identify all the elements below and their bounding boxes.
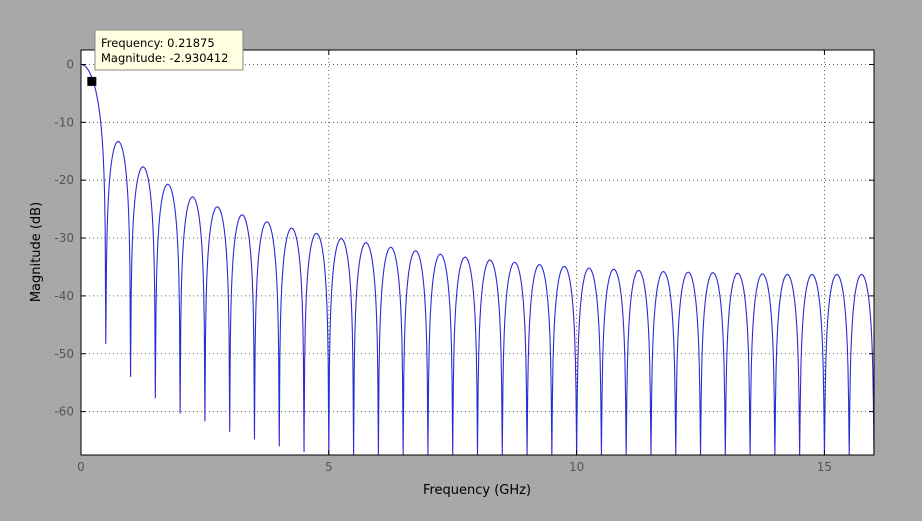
y-axis-label: Magnitude (dB) xyxy=(29,202,44,302)
datatip-marker[interactable] xyxy=(87,76,97,86)
y-tick-label: -30 xyxy=(54,231,74,245)
y-tick-label: 0 xyxy=(66,57,74,71)
y-tick-label: -60 xyxy=(54,405,74,419)
tick-marks xyxy=(80,50,874,455)
x-tick-label: 5 xyxy=(325,460,333,474)
datatip-box xyxy=(94,29,244,71)
y-tick-label: -10 xyxy=(54,115,74,129)
axes-area[interactable] xyxy=(81,50,874,455)
y-tick-labels: 0 -10 -20 -30 -40 -50 -60 xyxy=(54,57,74,418)
x-tick-label: 10 xyxy=(569,460,584,474)
datatip-frequency-text: Frequency: 0.21875 xyxy=(101,36,215,50)
y-tick-label: -20 xyxy=(54,173,74,187)
y-tick-label: -50 xyxy=(54,347,74,361)
x-axis-label: Frequency (GHz) xyxy=(423,483,531,498)
x-tick-label: 15 xyxy=(817,460,832,474)
datatip-magnitude-text: Magnitude: -2.930412 xyxy=(101,51,228,65)
y-tick-label: -40 xyxy=(54,289,74,303)
x-tick-label: 0 xyxy=(77,460,85,474)
datatip[interactable]: Frequency: 0.21875 Magnitude: -2.930412 xyxy=(87,29,244,86)
axes-box xyxy=(80,49,875,456)
x-tick-labels: 0 5 10 15 xyxy=(77,460,832,474)
